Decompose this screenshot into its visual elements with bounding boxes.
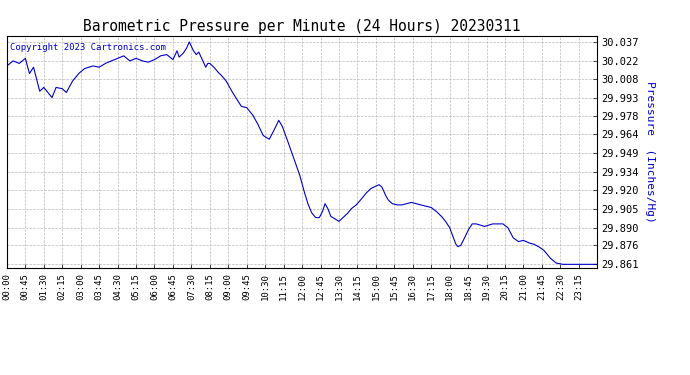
Y-axis label: Pressure  (Inches/Hg): Pressure (Inches/Hg) [644, 81, 655, 223]
Text: Copyright 2023 Cartronics.com: Copyright 2023 Cartronics.com [10, 43, 166, 52]
Title: Barometric Pressure per Minute (24 Hours) 20230311: Barometric Pressure per Minute (24 Hours… [83, 20, 521, 34]
